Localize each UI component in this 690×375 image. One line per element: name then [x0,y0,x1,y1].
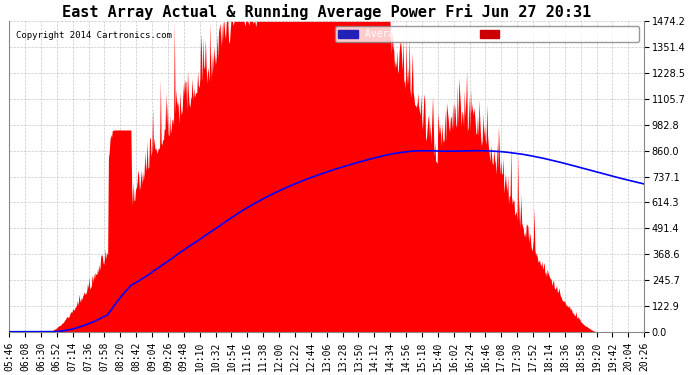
Legend: Average  (DC Watts), East Array  (DC Watts): Average (DC Watts), East Array (DC Watts… [335,26,640,42]
Text: Copyright 2014 Cartronics.com: Copyright 2014 Cartronics.com [15,31,171,40]
Title: East Array Actual & Running Average Power Fri Jun 27 20:31: East Array Actual & Running Average Powe… [62,4,591,20]
